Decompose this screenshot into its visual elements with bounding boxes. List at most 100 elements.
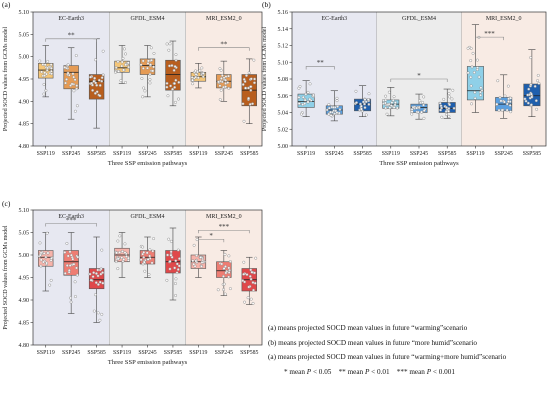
data-point <box>245 74 248 78</box>
data-point <box>168 64 171 68</box>
data-point <box>191 259 195 263</box>
data-point <box>147 272 151 276</box>
data-point <box>245 273 249 277</box>
data-point <box>506 84 510 88</box>
data-point <box>249 277 253 281</box>
data-point <box>221 274 225 278</box>
data-point <box>120 256 124 260</box>
box-9 <box>523 49 541 117</box>
bracket-line <box>198 47 250 51</box>
data-point <box>93 91 97 95</box>
chart-panel-1: EC-Earth3 GFDL_ESM4 MRI_ESM2_0 4.80 4.85 4.90… <box>2 0 263 167</box>
panel-label: (c) <box>2 199 11 208</box>
box-5 <box>139 45 156 99</box>
bracket-line <box>198 229 250 234</box>
data-point <box>65 264 69 267</box>
data-point <box>475 68 479 72</box>
y-tick-label: 4.80 <box>19 343 30 349</box>
box-2 <box>63 232 80 314</box>
box-2 <box>325 90 343 122</box>
x-axis-label: Three SSP emission pathways <box>108 160 188 167</box>
data-point <box>145 251 149 255</box>
data-point <box>91 88 95 92</box>
data-point <box>44 89 48 93</box>
data-point <box>172 68 176 72</box>
bracket-line <box>390 78 448 82</box>
data-point <box>120 64 124 68</box>
data-point <box>65 77 69 81</box>
bracket-line <box>198 238 225 243</box>
data-point <box>44 255 48 259</box>
data-point <box>442 97 446 101</box>
bracket-label: ** <box>220 41 228 49</box>
data-point <box>64 81 68 85</box>
data-point <box>306 90 310 94</box>
data-point <box>367 92 371 96</box>
significance-bracket: * <box>198 232 225 243</box>
group-label: EC-Earth3 <box>58 16 84 22</box>
data-point <box>469 84 473 88</box>
data-point <box>364 100 368 104</box>
data-point <box>173 282 177 286</box>
data-point <box>387 90 391 94</box>
data-point <box>477 75 481 79</box>
data-point <box>150 261 154 265</box>
data-point <box>148 254 152 258</box>
data-point <box>49 63 53 67</box>
data-point <box>99 267 103 271</box>
x-tick-label: SSP245 <box>62 350 80 356</box>
data-point <box>100 248 104 252</box>
data-point <box>70 82 74 86</box>
data-point <box>388 106 392 110</box>
data-point <box>384 94 388 98</box>
significance-bracket: ** <box>198 41 250 51</box>
significance-legend: * mean P < 0.05 ** mean P < 0.01 *** mea… <box>268 367 552 378</box>
data-point <box>96 274 100 278</box>
data-point <box>149 46 153 50</box>
data-point <box>38 253 42 257</box>
data-point <box>66 71 70 75</box>
box-5 <box>139 236 156 278</box>
data-point <box>148 72 152 76</box>
bracket-line <box>475 36 504 41</box>
data-point <box>527 87 531 91</box>
data-point <box>146 257 150 261</box>
data-point <box>152 65 156 69</box>
data-point <box>71 257 75 261</box>
data-point <box>176 267 180 271</box>
data-point <box>96 311 100 315</box>
x-tick-label: SSP119 <box>189 151 207 157</box>
significance-bracket: *** <box>198 223 250 234</box>
data-point <box>248 274 252 278</box>
y-tick-label: 5.14 <box>278 27 289 33</box>
data-point <box>241 102 245 106</box>
data-point <box>173 64 177 68</box>
data-point <box>529 83 533 87</box>
data-point <box>101 281 105 285</box>
data-point <box>49 256 53 260</box>
data-point <box>297 102 301 106</box>
x-tick-label: SSP119 <box>382 151 400 157</box>
box-1 <box>38 45 54 98</box>
data-point <box>46 251 50 255</box>
data-point <box>69 253 73 257</box>
model-group-shade <box>292 12 377 146</box>
data-point <box>335 99 339 103</box>
data-point <box>306 100 310 104</box>
box-8 <box>216 250 232 296</box>
group-label: GFDL_ESM4 <box>130 214 164 220</box>
data-point <box>73 78 77 82</box>
data-point <box>124 63 128 67</box>
data-point <box>124 52 128 56</box>
data-point <box>252 288 255 292</box>
y-tick-label: 5.10 <box>278 60 289 66</box>
data-point <box>173 266 177 270</box>
data-point <box>95 90 99 94</box>
figure-notes: (a) means projected SOCD mean values in … <box>268 323 552 377</box>
data-point <box>329 113 333 117</box>
data-point <box>391 98 395 102</box>
data-point <box>94 281 98 285</box>
data-point <box>224 85 228 89</box>
data-point <box>190 78 194 82</box>
box-3 <box>88 236 105 323</box>
